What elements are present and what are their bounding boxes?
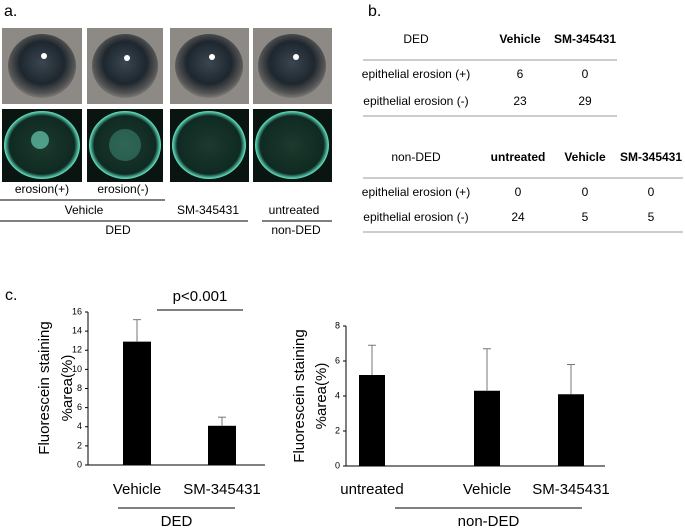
y-tick-label: 4 xyxy=(335,390,340,400)
x-tick-label: Vehicle xyxy=(113,481,161,498)
bar xyxy=(359,375,385,466)
table-cell: epithelial erosion (-) xyxy=(363,210,468,224)
panel-label: b. xyxy=(368,3,381,20)
table-cell: 0 xyxy=(515,185,522,199)
row-label: erosion(-) xyxy=(97,182,148,196)
y-tick-label: 10 xyxy=(72,364,82,374)
annotation: p<0.001 xyxy=(173,288,228,305)
table-cell: epithelial erosion (-) xyxy=(363,94,468,108)
treatment-label: untreated xyxy=(269,203,320,217)
y-tick-label: 6 xyxy=(335,355,340,365)
treatment-label: SM-345431 xyxy=(177,203,239,217)
table-header: SM-345431 xyxy=(554,32,616,46)
bar xyxy=(558,394,584,466)
table-cell: 29 xyxy=(578,94,592,108)
y-tick-label: 0 xyxy=(77,459,82,469)
table-header: SM-345431 xyxy=(620,150,682,164)
panel-a-lines xyxy=(0,199,332,222)
y-tick-label: 8 xyxy=(335,320,340,330)
table-cell: 5 xyxy=(582,210,589,224)
table-cell: 0 xyxy=(648,185,655,199)
table-header: DED xyxy=(403,32,429,46)
table-header: untreated xyxy=(491,150,546,164)
y-tick-label: 2 xyxy=(335,425,340,435)
bar xyxy=(123,341,151,465)
y-tick-label: 16 xyxy=(72,306,82,316)
table-cell: 5 xyxy=(648,210,655,224)
group-label: DED xyxy=(161,513,193,530)
panel-label: c. xyxy=(5,287,17,304)
table-cell: epithelial erosion (+) xyxy=(362,67,470,81)
panel-label: a. xyxy=(4,3,17,20)
y-tick-label: 8 xyxy=(77,383,82,393)
y-tick-label: 0 xyxy=(335,460,340,470)
table-header: Vehicle xyxy=(564,150,606,164)
x-tick-label: SM-345431 xyxy=(183,481,261,498)
table-cell: epithelial erosion (+) xyxy=(362,185,470,199)
group-label: non-DED xyxy=(271,223,321,237)
table-cell: 0 xyxy=(582,67,589,81)
table-cell: 24 xyxy=(511,210,525,224)
y-axis-label: Fluorescein staining xyxy=(36,321,53,454)
group-label: DED xyxy=(105,223,131,237)
y-axis-label: %area(%) xyxy=(59,355,76,422)
x-tick-label: Vehicle xyxy=(463,481,511,498)
y-axis-label: %area(%) xyxy=(313,363,330,430)
table-header: Vehicle xyxy=(499,32,541,46)
y-axis-label: Fluorescein staining xyxy=(291,329,308,462)
bar xyxy=(208,425,236,465)
x-tick-label: SM-345431 xyxy=(532,481,610,498)
table-cell: 0 xyxy=(582,185,589,199)
y-tick-label: 2 xyxy=(77,440,82,450)
table-cell: 23 xyxy=(513,94,527,108)
treatment-label: Vehicle xyxy=(65,203,104,217)
y-tick-label: 4 xyxy=(77,421,82,431)
y-tick-label: 12 xyxy=(72,345,82,355)
table-cell: 6 xyxy=(517,67,524,81)
group-label: non-DED xyxy=(458,513,520,530)
photos xyxy=(2,28,332,182)
x-tick-label: untreated xyxy=(340,481,403,498)
y-tick-label: 14 xyxy=(72,326,82,336)
bar xyxy=(474,390,500,466)
y-tick-label: 6 xyxy=(77,402,82,412)
row-label: erosion(+) xyxy=(15,182,69,196)
table-header: non-DED xyxy=(391,150,441,164)
